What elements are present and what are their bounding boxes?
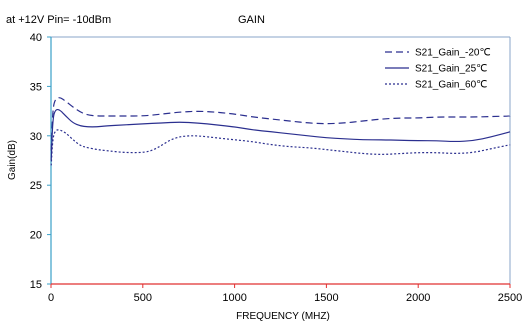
y-tick-label: 40 <box>30 32 42 44</box>
x-axis-title: FREQUENCY (MHZ) <box>236 311 330 322</box>
x-tick-label: 2000 <box>406 292 430 304</box>
y-tick-label: 15 <box>30 279 42 291</box>
legend-entry-1: S21_Gain_-20℃ <box>415 48 491 59</box>
x-tick-label: 500 <box>134 292 152 304</box>
series-line-1 <box>50 97 511 151</box>
legend-entry-3: S21_Gain_60℃ <box>415 80 487 91</box>
y-tick-label: 25 <box>30 180 42 192</box>
x-tick-label: 1500 <box>314 292 338 304</box>
series-line-3 <box>50 129 511 166</box>
legend-entry-2: S21_Gain_25℃ <box>415 64 487 75</box>
series-line-2 <box>50 108 511 161</box>
y-axis-title: Gain(dB) <box>7 140 18 180</box>
plot-area: 15 20 25 30 35 40 0 500 1000 1500 2000 2500 S21_Gain… <box>30 32 522 304</box>
x-tick-label: 0 <box>48 292 54 304</box>
y-tick-label: 30 <box>30 131 42 143</box>
y-tick-label: 20 <box>30 230 42 242</box>
x-tick-label: 1000 <box>222 292 246 304</box>
chart-title: GAIN <box>238 14 265 26</box>
y-tick-label: 35 <box>30 81 42 93</box>
x-tick-label: 2500 <box>498 292 522 304</box>
chart-subtitle: at +12V Pin= -10dBm <box>6 14 111 26</box>
